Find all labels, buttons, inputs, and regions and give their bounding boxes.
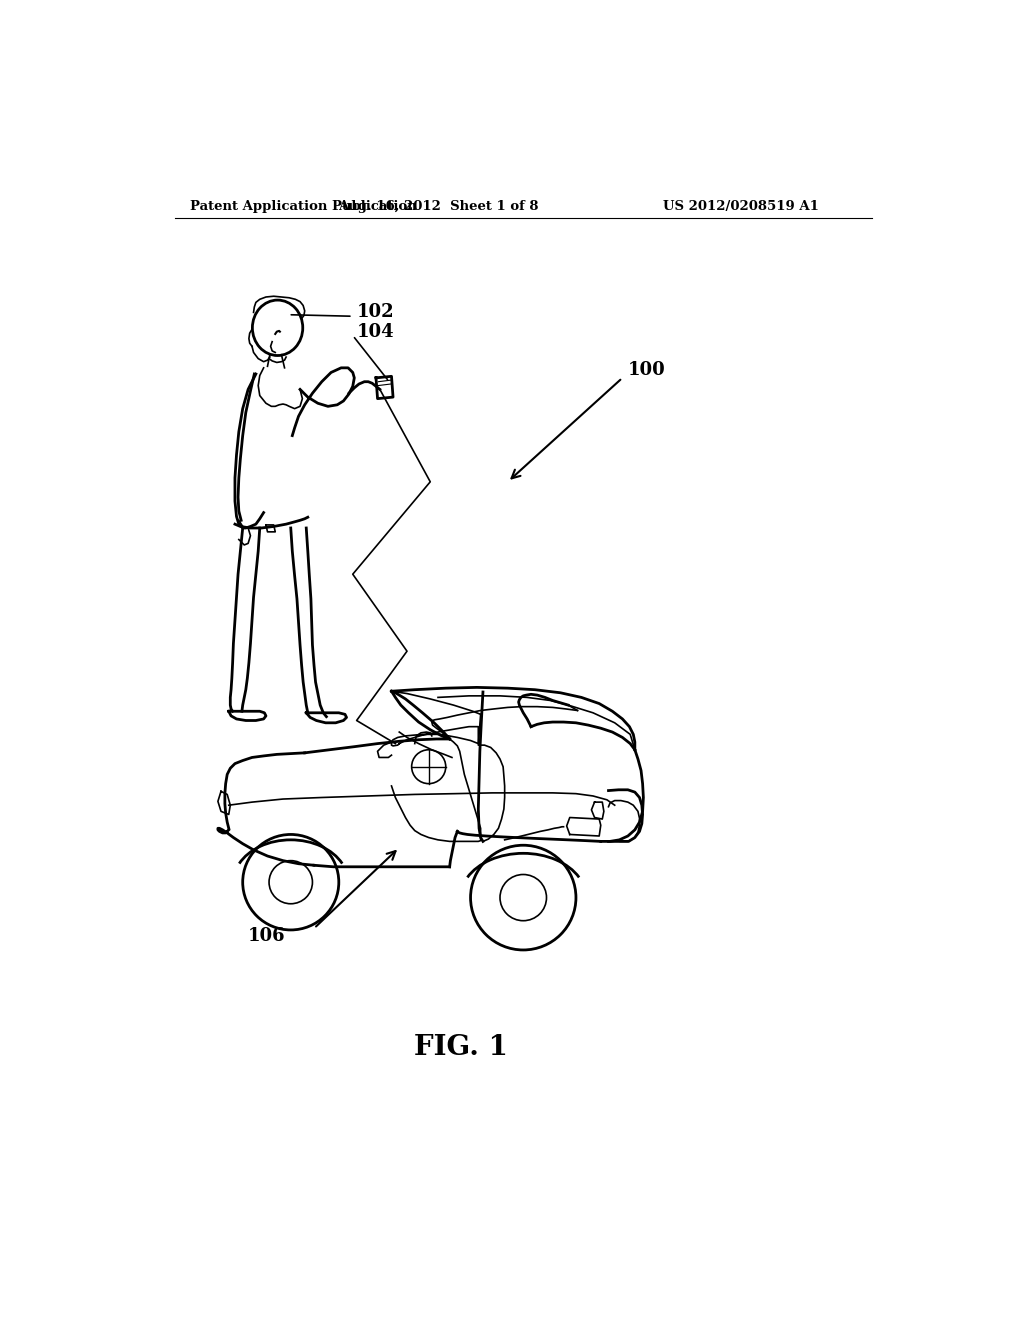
Text: 102: 102 <box>356 304 394 321</box>
Text: 106: 106 <box>248 927 286 945</box>
Text: US 2012/0208519 A1: US 2012/0208519 A1 <box>663 199 818 213</box>
Text: Patent Application Publication: Patent Application Publication <box>190 199 417 213</box>
Text: Aug. 16, 2012  Sheet 1 of 8: Aug. 16, 2012 Sheet 1 of 8 <box>338 199 539 213</box>
Text: FIG. 1: FIG. 1 <box>415 1035 508 1061</box>
Text: 100: 100 <box>628 362 666 379</box>
Text: 104: 104 <box>356 322 394 341</box>
